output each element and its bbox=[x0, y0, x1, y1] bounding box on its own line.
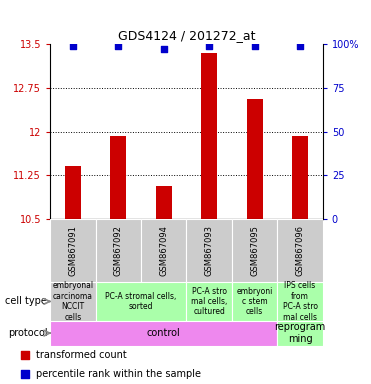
Text: transformed count: transformed count bbox=[36, 350, 127, 360]
Text: GSM867091: GSM867091 bbox=[68, 225, 77, 276]
Bar bbox=[232, 219, 278, 282]
Text: percentile rank within the sample: percentile rank within the sample bbox=[36, 369, 201, 379]
Point bbox=[22, 371, 28, 377]
Bar bbox=[201, 53, 217, 219]
Bar bbox=[278, 321, 323, 346]
Text: GSM867094: GSM867094 bbox=[159, 225, 168, 276]
Bar bbox=[50, 219, 96, 282]
Text: PC-A stro
mal cells,
cultured: PC-A stro mal cells, cultured bbox=[191, 286, 227, 316]
Text: protocol: protocol bbox=[8, 328, 47, 338]
Text: GSM867092: GSM867092 bbox=[114, 225, 123, 276]
Point bbox=[115, 43, 121, 49]
Bar bbox=[141, 219, 187, 282]
Text: embryoni
c stem
cells: embryoni c stem cells bbox=[236, 286, 273, 316]
Text: GSM867096: GSM867096 bbox=[296, 225, 305, 276]
Bar bbox=[278, 219, 323, 282]
Text: GSM867093: GSM867093 bbox=[205, 225, 214, 276]
Text: control: control bbox=[147, 328, 181, 338]
Bar bbox=[247, 99, 263, 219]
Bar bbox=[110, 136, 126, 219]
Bar bbox=[292, 136, 308, 219]
Point bbox=[70, 43, 76, 49]
Bar bbox=[96, 282, 187, 321]
Bar bbox=[156, 186, 172, 219]
Bar bbox=[96, 219, 141, 282]
Bar bbox=[187, 282, 232, 321]
Text: GSM867095: GSM867095 bbox=[250, 225, 259, 276]
Point bbox=[252, 43, 257, 49]
Text: embryonal
carcinoma
NCCIT
cells: embryonal carcinoma NCCIT cells bbox=[52, 281, 93, 321]
Bar bbox=[50, 321, 278, 346]
Text: IPS cells
from
PC-A stro
mal cells: IPS cells from PC-A stro mal cells bbox=[283, 281, 318, 321]
Bar bbox=[232, 282, 278, 321]
Point bbox=[206, 43, 212, 49]
Point bbox=[161, 46, 167, 53]
Point bbox=[297, 43, 303, 49]
Bar bbox=[278, 282, 323, 321]
Text: cell type: cell type bbox=[6, 296, 47, 306]
Bar bbox=[65, 167, 81, 219]
Point bbox=[22, 352, 28, 358]
Title: GDS4124 / 201272_at: GDS4124 / 201272_at bbox=[118, 28, 255, 41]
Bar bbox=[50, 282, 96, 321]
Text: reprogram
ming: reprogram ming bbox=[275, 322, 326, 344]
Bar bbox=[187, 219, 232, 282]
Text: PC-A stromal cells,
sorted: PC-A stromal cells, sorted bbox=[105, 292, 177, 311]
